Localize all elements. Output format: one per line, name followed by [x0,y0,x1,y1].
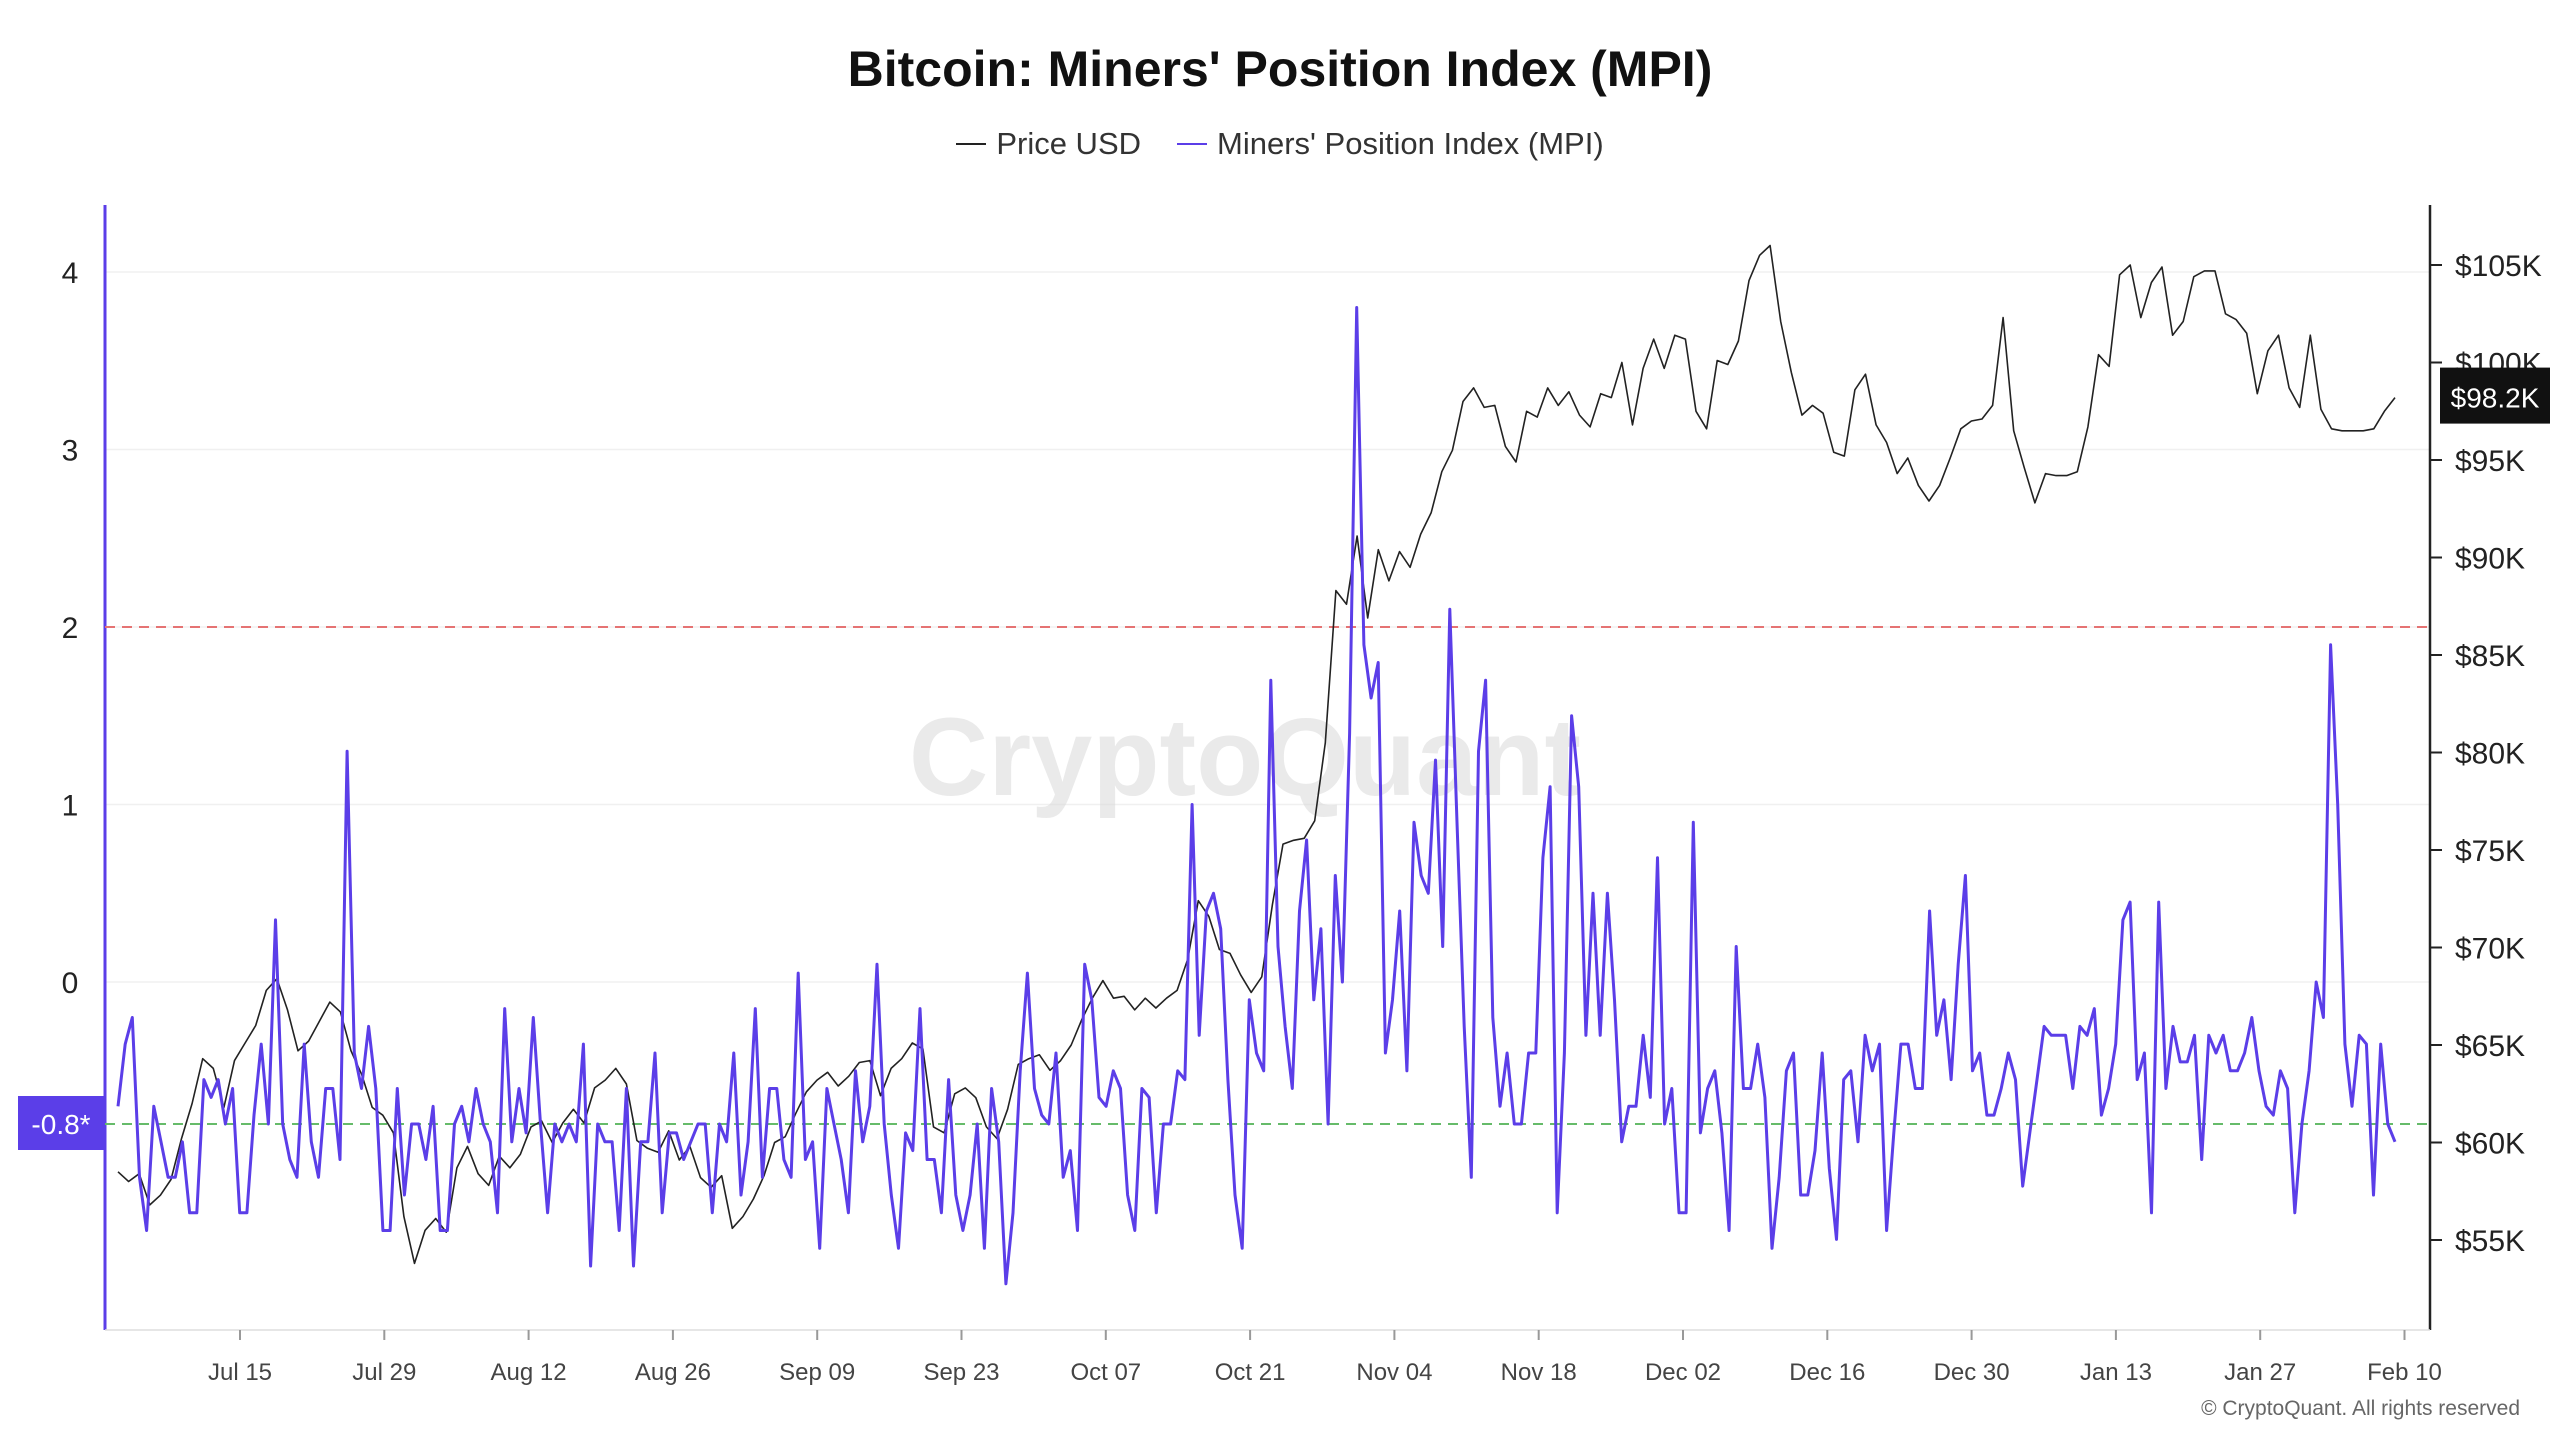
y-right-tick-label: $90K [2455,543,2525,576]
legend-label-price: Price USD [996,126,1142,161]
x-tick-label: Dec 16 [1789,1359,1865,1386]
y-right-tick-label: $75K [2455,835,2525,868]
legend: Price USD Miners' Position Index (MPI) [0,126,2560,162]
x-tick-label: Feb 10 [2367,1359,2442,1386]
y-right-tick-label: $105K [2455,250,2542,283]
x-tick-label: Oct 07 [1070,1359,1141,1386]
x-tick-label: Jan 27 [2224,1359,2296,1386]
x-tick-label: Sep 09 [779,1359,855,1386]
x-tick-label: Nov 04 [1356,1359,1432,1386]
legend-label-mpi: Miners' Position Index (MPI) [1217,126,1604,161]
x-tick-label: Sep 23 [923,1359,999,1386]
last-price-badge [2440,367,2550,424]
watermark-text: CryptoQuant [909,696,1581,819]
mpi-series-line [116,306,2397,1286]
price-series-line [117,244,2396,1265]
y-left-tick-label: 2 [62,612,79,645]
x-tick-label: Dec 02 [1645,1359,1721,1386]
x-tick-label: Jul 29 [352,1359,416,1386]
y-right-tick-label: $85K [2455,640,2525,673]
mpi-threshold-badge-label: -0.8* [31,1109,90,1140]
x-tick-label: Oct 21 [1215,1359,1286,1386]
legend-item-price[interactable]: Price USD [956,126,1141,162]
legend-swatch-mpi [1177,143,1208,145]
y-right-tick-label: $60K [2455,1128,2525,1161]
y-left-tick-label: 4 [62,257,79,290]
x-tick-label: Aug 12 [491,1359,567,1386]
mpi-threshold-badge [18,1096,104,1150]
legend-item-mpi[interactable]: Miners' Position Index (MPI) [1177,126,1604,162]
legend-swatch-price [956,143,987,145]
x-tick-label: Nov 18 [1501,1359,1577,1386]
y-left-tick-label: 3 [62,435,79,468]
x-tick-label: Dec 30 [1934,1359,2010,1386]
y-right-tick-label: $55K [2455,1225,2525,1258]
x-tick-label: Jul 15 [208,1359,272,1386]
y-left-tick-label: 0 [62,967,79,1000]
x-tick-label: Jan 13 [2080,1359,2152,1386]
y-right-tick-label: $65K [2455,1030,2525,1063]
copyright-notice: © CryptoQuant. All rights reserved [2201,1397,2520,1420]
y-right-tick-label: $80K [2455,738,2525,771]
x-tick-label: Aug 26 [635,1359,711,1386]
y-right-tick-label: $95K [2455,445,2525,478]
y-right-tick-label: $70K [2455,933,2525,966]
y-left-tick-label: 1 [62,790,79,823]
last-price-badge-label: $98.2K [2451,383,2540,414]
chart-title: Bitcoin: Miners' Position Index (MPI) [847,41,1713,97]
